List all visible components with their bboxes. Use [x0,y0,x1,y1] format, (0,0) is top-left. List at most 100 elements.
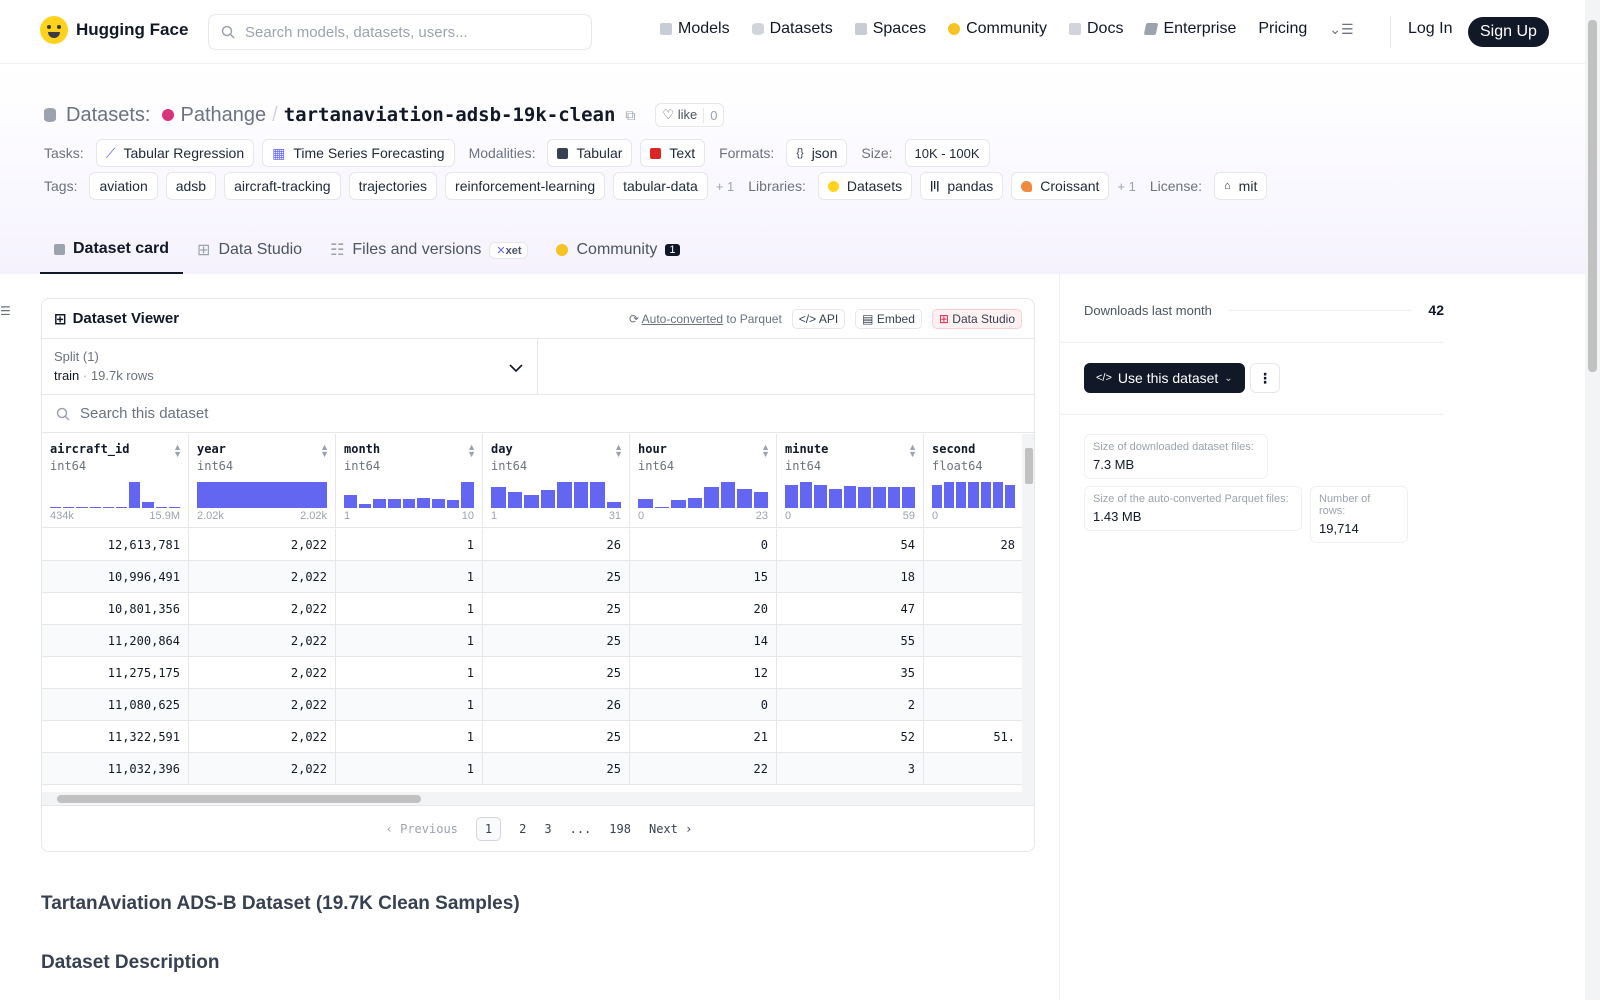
table-row[interactable]: 11,200,864 2,022 1 25 14 55 [42,625,1022,657]
owner-link[interactable]: Pathange [180,103,267,126]
histogram-bar[interactable] [720,482,735,508]
tab-files[interactable]: ☷ Files and versions ✕xet [316,230,542,274]
table-cell[interactable]: 21 [630,721,777,753]
histogram-bar[interactable] [557,482,572,508]
table-cell[interactable]: 10,996,491 [42,561,189,593]
histogram-bar[interactable] [89,506,101,508]
table-cell[interactable]: 18 [777,561,924,593]
histogram-bar[interactable] [638,498,653,508]
table-cell[interactable]: 2,022 [189,721,336,753]
table-row[interactable]: 11,322,591 2,022 1 25 21 52 51. [42,721,1022,753]
nav-more-menu[interactable]: ⌄☰ [1329,20,1353,38]
histogram-bar[interactable] [687,497,702,508]
histogram-bar[interactable] [590,482,605,508]
histogram-bar[interactable] [753,492,768,508]
histogram-bar[interactable] [142,501,154,508]
histogram-bar[interactable] [968,482,979,508]
histogram-bar[interactable] [573,482,588,508]
table-cell[interactable] [924,753,1022,785]
split-selector[interactable]: Split (1) train · 19.7k rows [42,339,538,394]
login-link[interactable]: Log In [1408,20,1453,37]
table-cell[interactable]: 1 [336,657,483,689]
table-row[interactable]: 10,801,356 2,022 1 25 20 47 [42,593,1022,625]
table-cell[interactable]: 1 [336,689,483,721]
histogram-bar[interactable] [432,498,445,508]
histogram-bar[interactable] [843,485,857,508]
table-row[interactable]: 11,275,175 2,022 1 25 12 35 [42,657,1022,689]
table-cell[interactable]: 26 [483,529,630,561]
page-button[interactable]: 2 [519,821,527,836]
modality-tag[interactable]: Tabular [547,139,633,167]
sort-icon[interactable]: ▲ ▼ [908,442,917,459]
table-cell[interactable]: 1 [336,625,483,657]
tab-data-studio[interactable]: ⊞ Data Studio [183,230,316,274]
table-cell[interactable]: 47 [777,593,924,625]
histogram-bar[interactable] [1004,484,1015,508]
table-row[interactable]: 10,996,491 2,022 1 25 15 18 [42,561,1022,593]
table-row[interactable]: 11,080,625 2,022 1 26 0 2 [42,689,1022,721]
table-cell[interactable]: 1 [336,561,483,593]
copy-icon[interactable]: ⧉ [625,106,636,123]
histogram-bar[interactable] [491,487,506,508]
tab-dataset-card[interactable]: Dataset card [40,230,184,274]
nav-spaces[interactable]: Spaces [854,20,926,38]
histogram-bar[interactable] [980,482,991,508]
table-cell[interactable]: 11,322,591 [42,721,189,753]
scrollbar-thumb[interactable] [57,795,421,803]
page-scrollbar[interactable] [1585,0,1600,1000]
scrollbar-thumb[interactable] [1025,448,1033,484]
table-cell[interactable]: 11,275,175 [42,657,189,689]
table-cell[interactable]: 2,022 [189,593,336,625]
histogram-bar[interactable] [50,506,62,508]
section-label[interactable]: Datasets: [66,103,151,126]
table-cell[interactable]: 2,022 [189,529,336,561]
hf-logo[interactable]: Hugging Face [40,16,188,44]
library-tag[interactable]: Datasets [817,172,913,200]
next-page-button[interactable]: Next › [648,821,693,836]
tag-chip[interactable]: aviation [89,172,158,200]
scrollbar-thumb[interactable] [1588,20,1597,372]
table-cell[interactable]: 51. [924,721,1022,753]
table-cell[interactable]: 25 [483,721,630,753]
table-cell[interactable]: 0 [630,689,777,721]
histogram-bar[interactable] [814,484,828,508]
sort-icon[interactable]: ▲ ▼ [467,442,476,459]
table-horizontal-scrollbar[interactable] [42,792,1034,805]
library-tag[interactable]: Croissant [1011,172,1110,200]
histogram-bar[interactable] [197,482,327,508]
histogram-bar[interactable] [116,506,128,508]
page-button[interactable]: 3 [544,821,552,836]
table-cell[interactable]: 2,022 [189,753,336,785]
histogram-bar[interactable] [76,506,88,508]
table-cell[interactable]: 2 [777,689,924,721]
table-cell[interactable]: 35 [777,657,924,689]
embed-button[interactable]: ▤ Embed [855,308,922,329]
table-cell[interactable] [924,593,1022,625]
histogram-bar[interactable] [102,506,115,508]
sort-icon[interactable]: ▲ ▼ [320,442,329,459]
histogram-bar[interactable] [358,504,372,508]
histogram-bar[interactable] [63,506,75,508]
histogram-bar[interactable] [155,506,167,508]
auto-converted-link[interactable]: Auto-converted [641,311,724,326]
histogram-bar[interactable] [887,487,901,508]
more-tags[interactable]: + 1 [715,178,735,194]
histogram-bar[interactable] [402,498,416,508]
api-button[interactable]: </> API [791,308,846,329]
previous-page-button[interactable]: ‹ Previous [385,821,458,836]
histogram-bar[interactable] [168,506,181,508]
histogram-bar[interactable] [507,492,522,508]
table-cell[interactable]: 25 [483,561,630,593]
more-options-button[interactable]: ⋮ [1250,363,1280,393]
histogram-bar[interactable] [902,487,916,508]
histogram-bar[interactable] [932,484,943,508]
table-cell[interactable]: 14 [630,625,777,657]
signup-button[interactable]: Sign Up [1468,17,1549,47]
table-cell[interactable]: 25 [483,753,630,785]
size-tag[interactable]: 10K - 100K [904,139,990,167]
page-button-current[interactable]: 1 [475,816,502,841]
table-row[interactable]: 11,032,396 2,022 1 25 22 3 [42,753,1022,785]
license-tag[interactable]: ⌂ mit [1214,172,1268,200]
table-cell[interactable]: 28 [924,529,1022,561]
histogram-bar[interactable] [858,487,872,508]
